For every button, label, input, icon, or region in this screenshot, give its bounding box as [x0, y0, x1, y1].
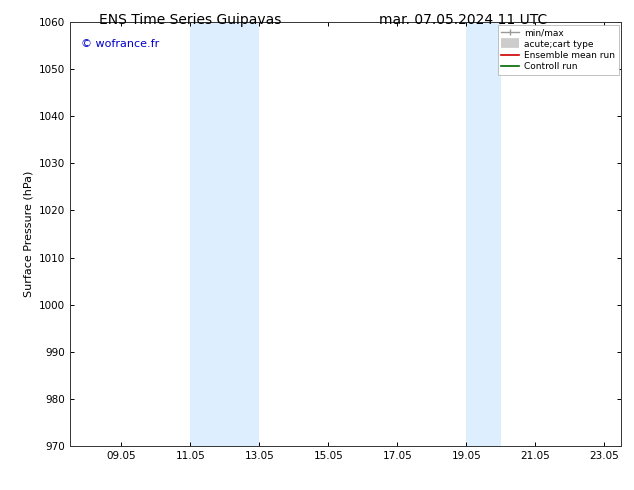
Bar [466, 22, 483, 446]
Y-axis label: Surface Pressure (hPa): Surface Pressure (hPa) [23, 171, 33, 297]
Bar [190, 22, 225, 446]
Text: © wofrance.fr: © wofrance.fr [81, 39, 159, 49]
Bar [483, 22, 501, 446]
Bar [225, 22, 259, 446]
Text: mar. 07.05.2024 11 UTC: mar. 07.05.2024 11 UTC [378, 13, 547, 27]
Text: ENS Time Series Guipavas: ENS Time Series Guipavas [99, 13, 281, 27]
Legend: min/max, acute;cart type, Ensemble mean run, Controll run: min/max, acute;cart type, Ensemble mean … [498, 25, 619, 75]
